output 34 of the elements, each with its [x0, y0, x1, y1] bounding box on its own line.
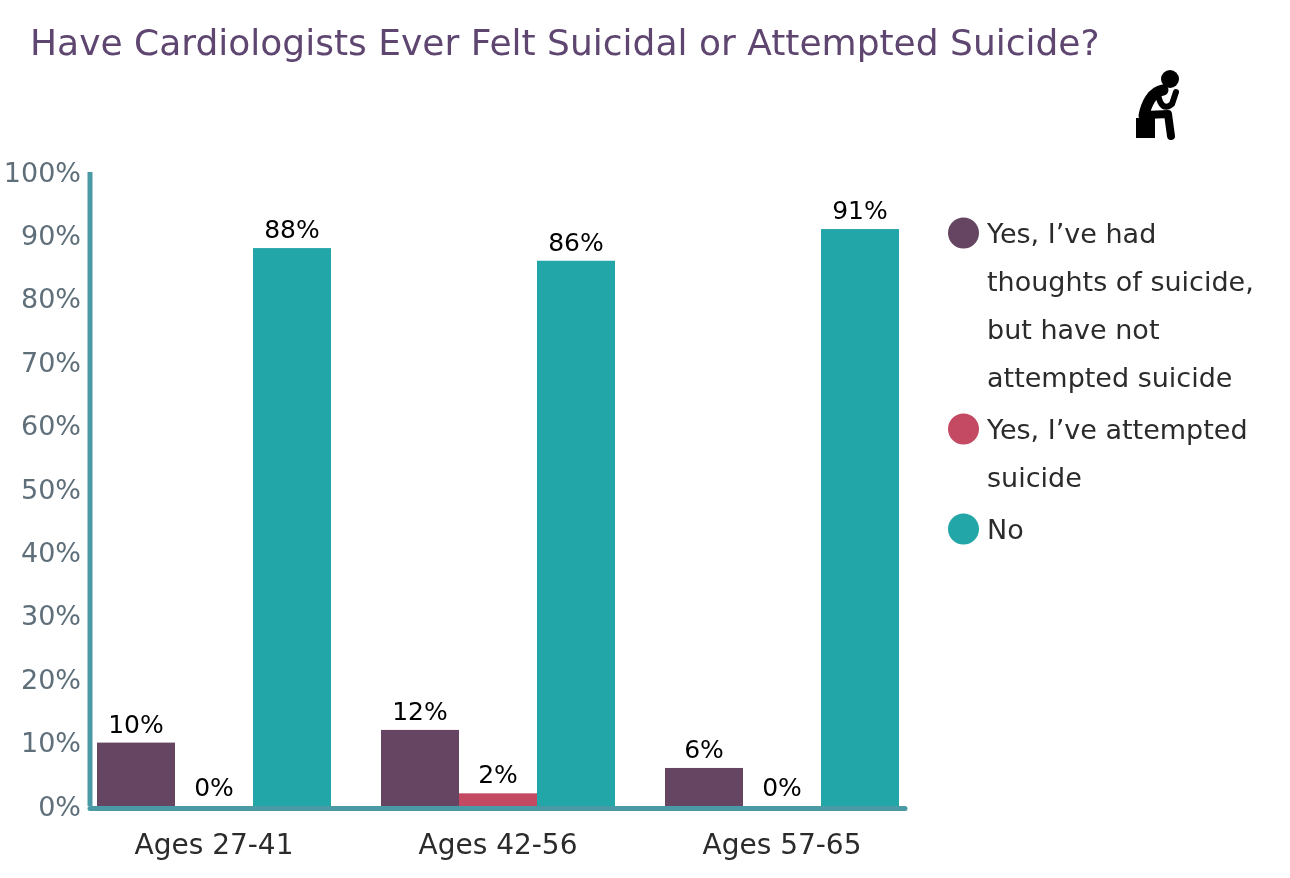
data-label: 0% [194, 773, 234, 802]
y-tick-label: 90% [20, 219, 81, 251]
data-label: 88% [264, 215, 320, 245]
legend-label: Yes, I’ve had thoughts of suicide, but have not attempted suicide [986, 218, 1254, 393]
data-label: 0% [762, 773, 802, 802]
legend-label: No [987, 514, 1024, 545]
data-label: 6% [684, 734, 724, 764]
data-label: 91% [832, 196, 888, 226]
legend-label: Yes, I’ve attempted suicide [986, 414, 1248, 493]
data-label: 12% [392, 696, 448, 726]
bar [665, 767, 743, 806]
bar [537, 260, 615, 806]
x-tick-label: Ages 42-56 [418, 828, 578, 861]
x-tick-label: Ages 57-65 [702, 828, 862, 861]
y-tick-label: 80% [20, 283, 81, 315]
y-tick-label: 50% [20, 473, 81, 505]
y-tick-label: 20% [20, 663, 81, 695]
bar [253, 248, 331, 806]
y-tick-label: 40% [20, 536, 81, 568]
data-label: 2% [478, 760, 518, 790]
bar [97, 742, 175, 806]
y-tick-label: 0% [38, 790, 81, 822]
bar [459, 793, 537, 806]
bar [381, 729, 459, 806]
data-label: 10% [108, 709, 164, 739]
chart-title: Have Cardiologists Ever Felt Suicidal or Attempted Suicide? [30, 22, 1100, 63]
y-tick-label: 70% [20, 346, 81, 378]
y-tick-label: 60% [20, 410, 81, 442]
data-label: 86% [548, 227, 604, 257]
y-tick-label: 10% [20, 727, 81, 759]
x-tick-label: Ages 27-41 [134, 828, 294, 861]
y-tick-label: 100% [3, 156, 81, 188]
bar [821, 229, 899, 806]
y-tick-label: 30% [20, 600, 81, 632]
